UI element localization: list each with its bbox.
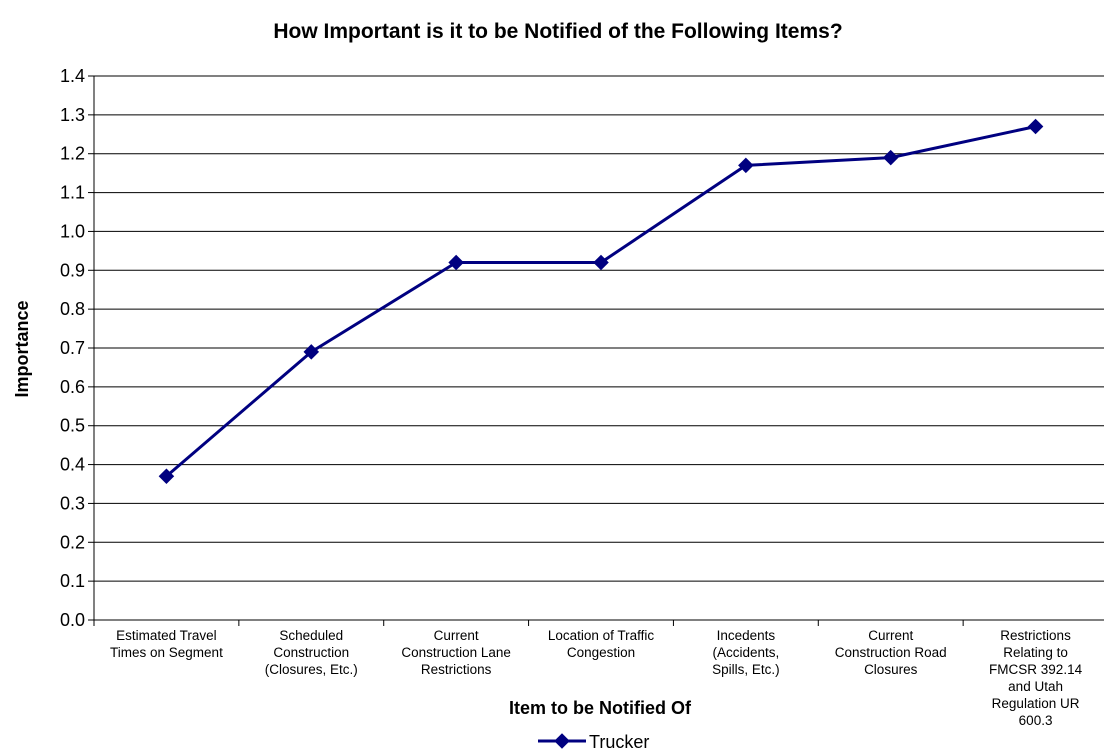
y-tick-label: 0.3 [60,493,85,513]
y-tick-label: 0.9 [60,260,85,280]
y-tick-label: 0.7 [60,338,85,358]
y-tick-label: 0.6 [60,377,85,397]
legend-marker [554,733,570,749]
x-tick-label: Location of Traffic Congestion [548,628,655,660]
y-tick-label: 1.3 [60,105,85,125]
series-line-trucker [166,127,1035,477]
x-tick-label: Estimated Travel Times on Segment [110,628,223,660]
y-axis-ticks: 0.0 0.1 0.2 0.3 0.4 0.5 0.6 0.7 0.8 0.9 1.0 1.1 1.2 1… [60,66,94,630]
x-tick-label: Current Construction Lane Restrictions [401,628,511,677]
y-axis-title: Importance [12,300,32,397]
series-group [159,119,1044,484]
x-tick-label: Restrictions Relating to FMCSR 392.14 and U… [989,628,1083,728]
data-point [448,255,464,271]
y-tick-label: 0.8 [60,299,85,319]
legend: Trucker [538,732,649,750]
y-tick-label: 0.5 [60,416,85,436]
data-point [883,150,899,166]
data-point [1028,119,1044,135]
y-tick-label: 1.1 [60,183,85,203]
y-tick-label: 0.0 [60,610,85,630]
x-tick-label: Current Construction Road Closures [835,628,947,677]
y-tick-label: 0.1 [60,571,85,591]
x-tick-label: Incedents (Accidents, Spills, Etc.) [712,628,780,677]
y-tick-label: 1.0 [60,221,85,241]
legend-label-trucker: Trucker [589,732,649,750]
y-tick-label: 1.4 [60,66,85,86]
x-tick-label: Scheduled Construction (Closures, Etc.) [265,628,358,677]
x-axis-title: Item to be Notified Of [509,698,692,718]
y-tick-label: 1.2 [60,144,85,164]
y-tick-label: 0.4 [60,455,85,475]
y-tick-label: 0.2 [60,532,85,552]
chart-title: How Important is it to be Notified of th… [273,20,842,43]
gridlines [94,76,1104,581]
